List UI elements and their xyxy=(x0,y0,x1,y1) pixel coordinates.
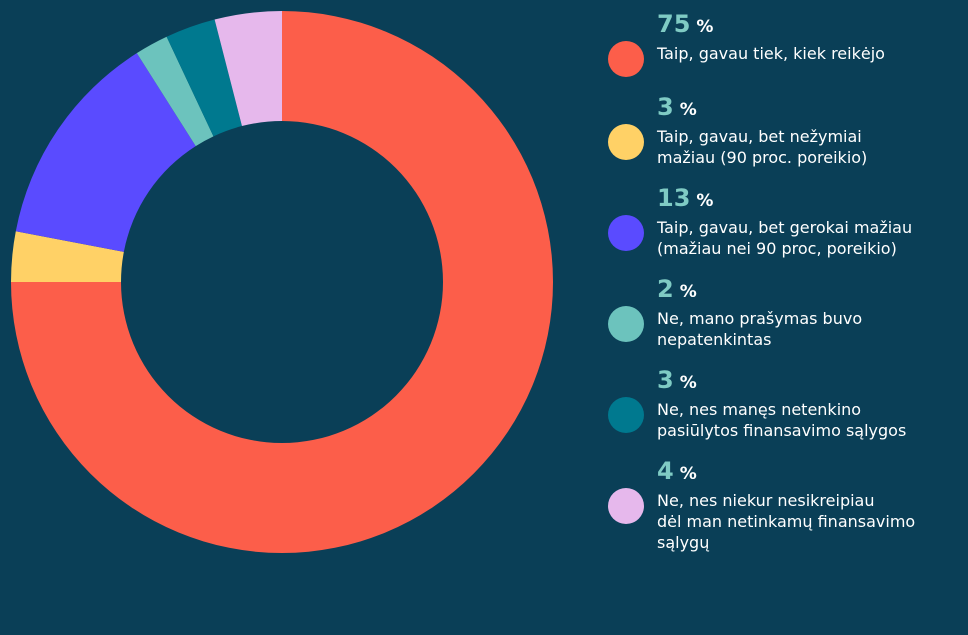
legend-label: Taip, gavau, bet nežymiai mažiau (90 pro… xyxy=(657,127,868,167)
legend-swatch xyxy=(608,41,644,77)
value-label: 3% xyxy=(657,364,968,399)
value-label: 2% xyxy=(657,273,968,308)
donut-slice xyxy=(11,11,553,553)
donut-chart xyxy=(11,11,553,553)
legend-label: Taip, gavau tiek, kiek reikėjo xyxy=(657,44,885,63)
legend-swatch xyxy=(608,215,644,251)
value-number: 3 xyxy=(657,93,674,121)
value-label: 75% xyxy=(657,8,968,43)
value-label: 4% xyxy=(657,455,968,490)
donut-slice xyxy=(15,53,196,252)
legend-item: 2% Ne, mano prašymas buvo nepatenkintas xyxy=(608,273,968,350)
legend-item: 3% Taip, gavau, bet nežymiai mažiau (90 p… xyxy=(608,91,968,168)
donut-slice xyxy=(136,36,214,147)
legend-label: Ne, nes manęs netenkino pasiūlytos finan… xyxy=(657,400,907,440)
donut-slice xyxy=(166,19,242,137)
legend-item: 13% Taip, gavau, bet gerokai mažiau (maži… xyxy=(608,182,968,259)
legend-label: Ne, mano prašymas buvo nepatenkintas xyxy=(657,309,863,349)
value-unit: % xyxy=(679,282,697,302)
legend-swatch xyxy=(608,124,644,160)
legend-item: 75% Taip, gavau tiek, kiek reikėjo xyxy=(608,8,968,77)
legend-label: Ne, nes niekur nesikreipiau dėl man neti… xyxy=(657,491,916,552)
value-number: 75 xyxy=(657,10,691,38)
legend-item: 4% Ne, nes niekur nesikreipiau dėl man ne… xyxy=(608,455,968,553)
donut-slice xyxy=(214,11,282,127)
legend: 75% Taip, gavau tiek, kiek reikėjo 3% Taip,… xyxy=(608,8,968,553)
value-number: 4 xyxy=(657,457,674,485)
value-number: 2 xyxy=(657,275,674,303)
value-unit: % xyxy=(696,17,714,37)
value-unit: % xyxy=(679,100,697,120)
value-unit: % xyxy=(679,464,697,484)
value-number: 13 xyxy=(657,184,691,212)
legend-swatch xyxy=(608,488,644,524)
value-number: 3 xyxy=(657,366,674,394)
value-label: 13% xyxy=(657,182,968,217)
value-label: 3% xyxy=(657,91,968,126)
value-unit: % xyxy=(679,373,697,393)
legend-swatch xyxy=(608,306,644,342)
donut-slice xyxy=(11,231,124,282)
legend-item: 3% Ne, nes manęs netenkino pasiūlytos fin… xyxy=(608,364,968,441)
legend-label: Taip, gavau, bet gerokai mažiau (mažiau … xyxy=(657,218,913,258)
legend-swatch xyxy=(608,397,644,433)
value-unit: % xyxy=(696,191,714,211)
